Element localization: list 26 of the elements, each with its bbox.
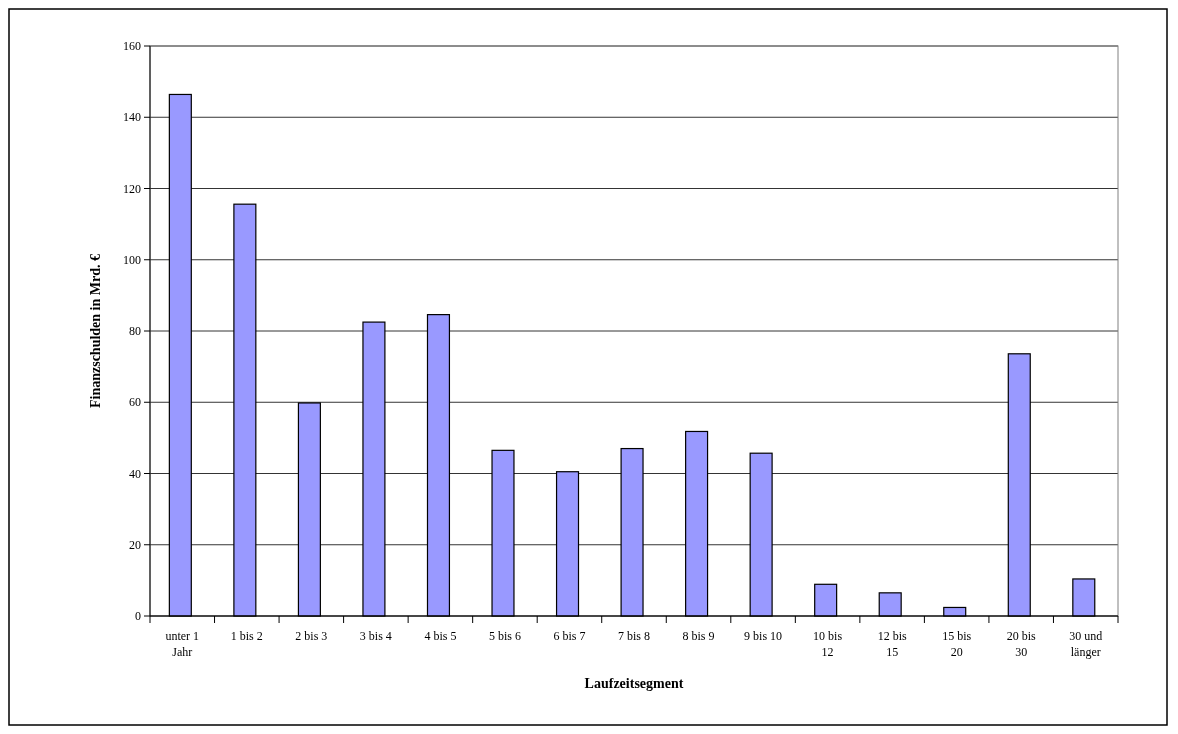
y-tick-label: 160 bbox=[123, 39, 141, 54]
x-tick-label: 12 bis 15 bbox=[877, 629, 907, 659]
x-tick-label: 7 bis 8 bbox=[617, 629, 651, 643]
x-axis-title: Laufzeitsegment bbox=[584, 676, 684, 691]
y-tick-label: 80 bbox=[129, 324, 141, 339]
y-tick-label: 100 bbox=[123, 252, 141, 267]
x-tick-label: 10 bis 12 bbox=[813, 629, 843, 659]
x-tick-label: 20 bis 30 bbox=[1006, 629, 1037, 659]
x-tick-label: unter 1 Jahr bbox=[165, 629, 200, 659]
x-tick-label: 1 bis 2 bbox=[230, 629, 263, 643]
x-tick-label: 15 bis 20 bbox=[942, 629, 972, 659]
x-tick-label: 6 bis 7 bbox=[553, 629, 586, 643]
y-axis-title: Finanzschulden in Mrd. € bbox=[88, 253, 103, 409]
y-tick-label: 140 bbox=[123, 110, 141, 125]
y-tick-label: 40 bbox=[129, 466, 141, 481]
y-tick-label: 0 bbox=[135, 609, 141, 624]
x-tick-label: 5 bis 6 bbox=[488, 629, 521, 643]
x-tick-label: 30 und länger bbox=[1069, 629, 1103, 659]
x-tick-label: 4 bis 5 bbox=[424, 629, 457, 643]
x-tick-label: 8 bis 9 bbox=[682, 629, 715, 643]
y-tick-label: 60 bbox=[129, 395, 141, 410]
x-tick-label: 9 bis 10 bbox=[744, 629, 783, 643]
y-tick-label: 20 bbox=[129, 537, 141, 552]
x-tick-label: 3 bis 4 bbox=[359, 629, 392, 643]
x-tick-label: 2 bis 3 bbox=[295, 629, 328, 643]
y-tick-label: 120 bbox=[123, 181, 141, 196]
